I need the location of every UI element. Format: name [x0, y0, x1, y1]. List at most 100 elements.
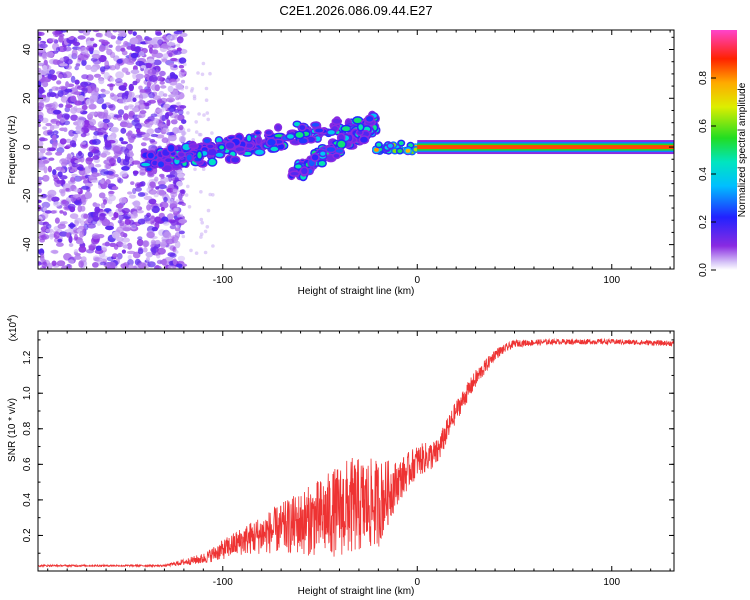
- noise-blob: [38, 199, 42, 204]
- noise-blob: [120, 141, 129, 145]
- signal-blob: [405, 148, 411, 153]
- spectrogram-chart: -100 0 100 40 20 0 -20 -40 Height of straight l…: [7, 29, 675, 297]
- signal-blob: [152, 160, 158, 166]
- noise-blob: [119, 220, 125, 227]
- noise-blob: [127, 213, 132, 217]
- noise-blob: [136, 210, 144, 214]
- noise-blob: [94, 203, 101, 207]
- noise-blob: [117, 252, 123, 260]
- noise-blob: [65, 138, 72, 144]
- signal-blob: [203, 138, 211, 144]
- signal-blob: [335, 149, 344, 153]
- noise-blob: [121, 207, 131, 214]
- noise-blob: [199, 232, 204, 236]
- noise-blob: [81, 59, 87, 66]
- noise-blob: [38, 261, 42, 266]
- noise-blob: [130, 52, 139, 59]
- noise-blob: [182, 131, 187, 135]
- noise-blob: [38, 136, 46, 142]
- noise-blob: [136, 239, 144, 247]
- noise-blob: [112, 30, 118, 33]
- noise-blob: [61, 161, 68, 167]
- colorbar-tick-label: 0.2: [698, 215, 709, 229]
- noise-blob: [147, 68, 157, 76]
- noise-blob: [47, 73, 52, 80]
- snr-scale-label: (x104): [7, 315, 19, 342]
- noise-blob: [69, 222, 75, 230]
- noise-blob: [41, 94, 47, 98]
- signal-blob: [275, 124, 281, 131]
- noise-blob: [46, 51, 54, 58]
- noise-blob: [65, 65, 73, 70]
- noise-blob: [45, 122, 52, 127]
- noise-blob: [106, 256, 114, 262]
- noise-blob: [189, 248, 193, 253]
- noise-blob: [124, 219, 131, 225]
- noise-blob: [68, 243, 74, 247]
- noise-blob: [54, 217, 60, 224]
- noise-blob: [162, 127, 170, 133]
- noise-blob: [70, 195, 77, 202]
- noise-blob: [107, 261, 116, 269]
- noise-blob: [111, 231, 120, 239]
- noise-blob: [42, 65, 48, 72]
- noise-blob: [76, 116, 86, 123]
- noise-blob: [116, 156, 122, 164]
- noise-blob: [138, 103, 146, 110]
- signal-blob: [374, 147, 379, 152]
- noise-blob: [153, 117, 159, 126]
- noise-blob: [163, 93, 168, 97]
- noise-blob: [178, 192, 183, 201]
- colorbar-label: Normalized spectral amplitude: [737, 82, 748, 217]
- y-tick-label: -40: [22, 237, 33, 252]
- signal-blob: [270, 146, 279, 152]
- noise-blob: [187, 205, 192, 209]
- noise-blob: [52, 109, 62, 115]
- signal-blob: [247, 135, 251, 142]
- noise-blob: [91, 219, 98, 225]
- noise-blob: [173, 207, 177, 212]
- y-tick-label: -20: [22, 188, 33, 203]
- noise-blob: [163, 231, 172, 239]
- signal-blob: [337, 140, 346, 148]
- noise-blob: [105, 225, 114, 231]
- signal-blob: [333, 154, 340, 158]
- noise-blob: [101, 183, 108, 189]
- signal-blob: [353, 117, 362, 124]
- noise-blob: [132, 31, 137, 36]
- noise-blob: [210, 131, 214, 135]
- snr-series-line: [38, 337, 674, 569]
- noise-blob: [178, 135, 186, 143]
- noise-blob: [119, 137, 124, 142]
- noise-blob: [50, 249, 59, 254]
- noise-blob: [186, 111, 190, 115]
- noise-blob: [92, 138, 101, 145]
- noise-blob: [117, 178, 124, 184]
- noise-blob: [154, 176, 159, 182]
- noise-blob: [145, 251, 154, 258]
- signal-blob: [163, 165, 172, 171]
- noise-blob: [119, 146, 128, 152]
- signal-blob: [182, 144, 191, 151]
- noise-blob: [167, 252, 176, 257]
- noise-blob: [97, 127, 107, 134]
- noise-blob: [99, 261, 107, 266]
- noise-blob: [159, 81, 165, 85]
- noise-blob: [63, 71, 72, 79]
- signal-blob: [341, 126, 351, 132]
- noise-blob: [40, 252, 45, 259]
- noise-blob: [135, 73, 144, 80]
- noise-blob: [96, 219, 102, 226]
- signal-blob: [265, 130, 272, 135]
- noise-blob: [122, 244, 129, 249]
- colorbar-gradient: [711, 30, 737, 270]
- noise-blob: [157, 123, 166, 127]
- noise-blob: [52, 59, 60, 65]
- noise-blob: [125, 122, 133, 129]
- noise-blob: [161, 258, 167, 266]
- noise-blob: [179, 32, 188, 38]
- noise-blob: [128, 137, 135, 144]
- y-tick-label: 0.2: [22, 528, 33, 542]
- noise-blob: [70, 95, 77, 103]
- signal-blob: [167, 144, 175, 152]
